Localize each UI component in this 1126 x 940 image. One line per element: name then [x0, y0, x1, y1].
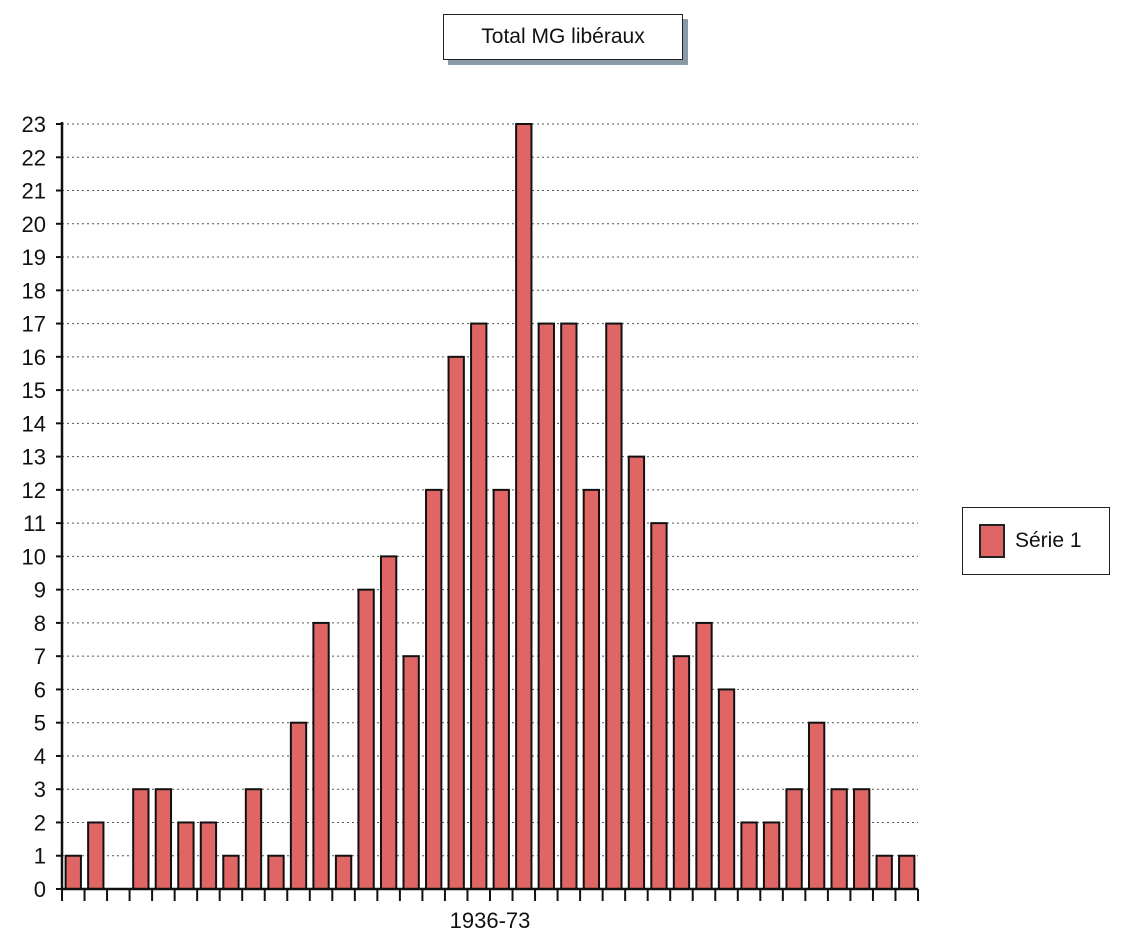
bar — [717, 688, 736, 890]
bar — [695, 621, 713, 890]
chart-title-text: Total MG libéraux — [481, 25, 645, 48]
bar — [177, 821, 195, 891]
bar — [785, 788, 803, 891]
bar — [537, 322, 555, 890]
bar — [605, 322, 623, 890]
bar — [87, 821, 105, 891]
bar — [64, 854, 82, 891]
bar — [470, 322, 488, 890]
bar — [289, 721, 308, 891]
y-tick-label: 21 — [22, 179, 46, 204]
bar — [807, 721, 826, 891]
y-tick-label: 3 — [34, 777, 46, 802]
bar — [199, 821, 218, 891]
bar — [492, 488, 510, 890]
y-tick-label: 2 — [34, 810, 46, 835]
y-tick-label: 17 — [22, 312, 46, 337]
y-tick-label: 16 — [22, 345, 46, 370]
y-tick-label: 22 — [22, 145, 46, 170]
legend-swatch — [979, 524, 1005, 558]
bar — [447, 355, 465, 890]
bar — [627, 455, 646, 890]
axes — [60, 122, 919, 901]
gridlines — [62, 123, 918, 857]
y-tick-label: 10 — [22, 544, 46, 569]
y-tick-label: 0 — [34, 877, 46, 902]
bar — [515, 123, 533, 890]
bar — [154, 788, 173, 891]
bar — [267, 854, 285, 891]
y-tick-label: 18 — [22, 278, 46, 303]
y-tick-label: 4 — [34, 744, 46, 769]
y-tick-label: 9 — [34, 578, 46, 603]
bar — [875, 854, 893, 891]
bar — [650, 522, 668, 890]
bar — [853, 788, 871, 891]
bar — [830, 788, 848, 891]
bar — [222, 854, 240, 891]
bar — [357, 588, 375, 890]
y-tick-label: 8 — [34, 611, 46, 636]
y-tick-label: 11 — [23, 511, 46, 536]
y-tick-label: 1 — [34, 844, 46, 869]
bar — [898, 854, 916, 891]
bar — [402, 655, 420, 890]
x-axis-label: 1936-73 — [450, 908, 531, 933]
bar — [560, 322, 578, 890]
bar — [244, 788, 263, 891]
bar — [425, 488, 443, 890]
legend-label: Série 1 — [1015, 529, 1082, 552]
bar — [762, 821, 781, 891]
legend: Série 1 — [962, 507, 1110, 575]
bar — [312, 621, 330, 890]
bar — [740, 821, 758, 891]
bar — [334, 854, 353, 891]
y-tick-label: 23 — [22, 112, 46, 137]
bar — [132, 788, 150, 891]
bar — [582, 488, 601, 890]
y-tick-label: 19 — [22, 245, 46, 270]
y-tick-label: 15 — [22, 378, 46, 403]
y-tick-label: 14 — [22, 411, 46, 436]
y-tick-label: 20 — [22, 212, 46, 237]
bar — [672, 655, 691, 890]
bars — [64, 123, 916, 891]
y-tick-label: 12 — [22, 478, 46, 503]
chart-title: Total MG libéraux — [443, 14, 683, 60]
bar — [379, 555, 398, 890]
y-tick-label: 6 — [34, 677, 46, 702]
y-tick-label: 5 — [34, 711, 46, 736]
y-tick-label: 7 — [34, 644, 46, 669]
y-tick-label: 13 — [22, 445, 46, 470]
